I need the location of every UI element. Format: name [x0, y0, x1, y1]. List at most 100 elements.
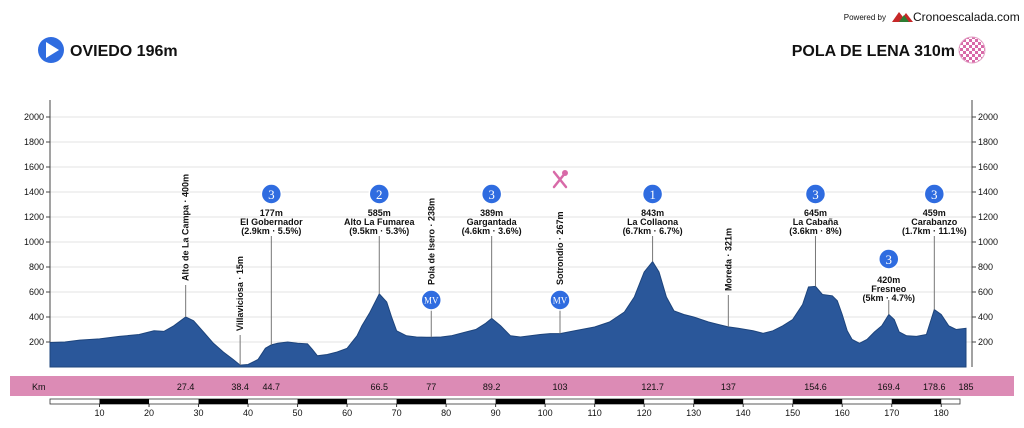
y-tick-label: 600	[978, 287, 993, 297]
climb-category: 3	[886, 252, 893, 267]
scale-bar-segment	[693, 399, 744, 404]
x-tick-label: 120	[637, 408, 652, 418]
x-tick-label: 130	[686, 408, 701, 418]
y-tick-label: 400	[978, 312, 993, 322]
x-tick-label: 170	[884, 408, 899, 418]
km-marker-label: 77	[426, 382, 436, 392]
y-tick-label: 2000	[24, 112, 44, 122]
y-tick-label: 1000	[24, 237, 44, 247]
scale-bar-segment	[792, 399, 843, 404]
scale-bar-segment	[99, 399, 150, 404]
y-tick-label: 1400	[978, 187, 998, 197]
km-band-label: Km	[32, 382, 46, 392]
x-tick-label: 80	[441, 408, 451, 418]
km-marker-label: 137	[721, 382, 736, 392]
x-tick-label: 10	[95, 408, 105, 418]
mv-badge-label: MV	[553, 296, 568, 306]
finish-label: POLA DE LENA 310m	[792, 43, 955, 60]
climb-category-badge	[923, 183, 946, 205]
climb-category-badge	[641, 183, 664, 205]
point-label: Pola de Isero · 238m	[426, 198, 436, 285]
start-label: OVIEDO 196m	[70, 43, 178, 60]
km-marker-label: 38.4	[231, 382, 249, 392]
x-tick-label: 100	[538, 408, 553, 418]
climb-altitude: 645m	[804, 208, 827, 218]
x-tick-label: 70	[392, 408, 402, 418]
x-tick-label: 30	[194, 408, 204, 418]
scale-bar-segment	[297, 399, 348, 404]
powered-by-text: Powered by	[844, 13, 886, 22]
climb-name: Alto La Fumarea	[344, 217, 416, 227]
climb-category: 1	[649, 187, 656, 202]
climb-stats: (1.7km · 11.1%)	[902, 226, 967, 236]
y-tick-label: 800	[29, 262, 44, 272]
point-label: Villaviciosa · 15m	[235, 256, 245, 331]
km-marker-label: 89.2	[483, 382, 501, 392]
climb-stats: (3.6km · 8%)	[789, 226, 842, 236]
climb-name: Gargantada	[467, 217, 518, 227]
y-tick-label: 1000	[978, 237, 998, 247]
climb-category-badge	[260, 183, 283, 205]
climb-category: 3	[488, 187, 495, 202]
km-marker-label: 154.6	[804, 382, 827, 392]
y-tick-label: 2000	[978, 112, 998, 122]
y-tick-label: 800	[978, 262, 993, 272]
scale-bar-segment	[396, 399, 447, 404]
climb-name: El Gobernador	[240, 217, 303, 227]
distance-scale: 10 20 30 40 50 60 70 80 90 100 110 120 130 140 150 160 1…	[49, 398, 961, 418]
elevation-area	[49, 260, 967, 368]
point-label: Moreda · 321m	[723, 228, 733, 291]
climb-category: 3	[268, 187, 275, 202]
climb-altitude: 459m	[923, 208, 946, 218]
km-marker-label: 185	[958, 382, 973, 392]
y-tick-label: 1600	[24, 162, 44, 172]
climb-name: Carabanzo	[911, 217, 958, 227]
climb-category: 3	[812, 187, 819, 202]
x-tick-label: 150	[785, 408, 800, 418]
climb-stats: (6.7km · 6.7%)	[623, 226, 683, 236]
km-marker-label: 121.7	[641, 382, 664, 392]
y-tick-label: 1800	[978, 137, 998, 147]
y-tick-label: 200	[29, 337, 44, 347]
climb-altitude: 420m	[877, 275, 900, 285]
point-label: Alto de La Campa · 400m	[181, 174, 191, 281]
y-tick-label: 1600	[978, 162, 998, 172]
km-marker-label: 169.4	[877, 382, 900, 392]
climb-name: La Collaona	[627, 217, 679, 227]
y-tick-label: 400	[29, 312, 44, 322]
play-arrow-icon	[38, 37, 64, 63]
climb-category-badge	[368, 183, 391, 205]
brand-name: Cronoescalada.com	[913, 10, 1020, 24]
climb-altitude: 843m	[641, 208, 664, 218]
climb-altitude: 177m	[260, 208, 283, 218]
mv-badge-label: MV	[424, 296, 439, 306]
km-marker-label: 178.6	[923, 382, 946, 392]
x-tick-label: 110	[587, 408, 601, 418]
climb-category-badge	[480, 183, 503, 205]
scale-bar-segment	[495, 399, 546, 404]
x-tick-label: 180	[934, 408, 949, 418]
y-axis-left: 200 400 600 800 1000 1200 1400 1600 1800 2000	[24, 100, 51, 367]
y-tick-label: 600	[29, 287, 44, 297]
climb-name: Fresneo	[871, 284, 907, 294]
x-tick-label: 140	[736, 408, 751, 418]
x-tick-label: 50	[293, 408, 303, 418]
km-marker-label: 44.7	[263, 382, 281, 392]
x-tick-label: 160	[835, 408, 850, 418]
climb-category-badge	[878, 248, 900, 270]
km-marker-label: 27.4	[177, 382, 195, 392]
x-tick-label: 60	[342, 408, 352, 418]
climb-stats: (5km · 4.7%)	[862, 293, 915, 303]
mv-badge	[420, 289, 443, 311]
profile-area	[49, 260, 967, 368]
km-marker-label: 103	[552, 382, 567, 392]
climb-name: La Cabaña	[793, 217, 840, 227]
checkered-flag-icon	[958, 36, 986, 64]
climb-altitude: 389m	[480, 208, 503, 218]
scale-bar-segment	[594, 399, 645, 404]
climb-category: 3	[931, 187, 938, 202]
y-tick-label: 1200	[24, 212, 44, 222]
x-tick-label: 20	[144, 408, 154, 418]
